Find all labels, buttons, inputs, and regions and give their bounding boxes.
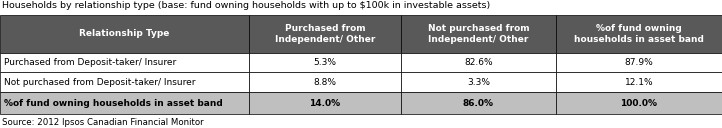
Text: 82.6%: 82.6% (464, 58, 492, 67)
Bar (0, 53, 249, 72)
Bar (0, 72, 249, 92)
Bar (0, 15, 249, 53)
Text: %of fund owning
households in asset band: %of fund owning households in asset band (574, 24, 704, 44)
Bar (556, 15, 722, 53)
Text: 100.0%: 100.0% (620, 99, 658, 108)
Bar (401, 53, 556, 72)
Text: 8.8%: 8.8% (313, 78, 336, 87)
Text: Purchased from
Independent/ Other: Purchased from Independent/ Other (274, 24, 375, 44)
Text: 86.0%: 86.0% (463, 99, 494, 108)
Bar (556, 72, 722, 92)
Bar (401, 72, 556, 92)
Text: Not purchased from
Independent/ Other: Not purchased from Independent/ Other (427, 24, 529, 44)
Bar (0, 92, 249, 114)
Text: Purchased from Deposit-taker/ Insurer: Purchased from Deposit-taker/ Insurer (4, 58, 176, 67)
Text: Relationship Type: Relationship Type (79, 29, 170, 38)
Bar (249, 53, 401, 72)
Bar (556, 92, 722, 114)
Bar (556, 53, 722, 72)
Text: 12.1%: 12.1% (625, 78, 653, 87)
Text: %of fund owning households in asset band: %of fund owning households in asset band (4, 99, 223, 108)
Bar (249, 72, 401, 92)
Text: 3.3%: 3.3% (467, 78, 490, 87)
Text: Source: 2012 Ipsos Canadian Financial Monitor: Source: 2012 Ipsos Canadian Financial Mo… (2, 118, 204, 127)
Text: 5.3%: 5.3% (313, 58, 336, 67)
Text: 87.9%: 87.9% (625, 58, 653, 67)
Text: Not purchased from Deposit-taker/ Insurer: Not purchased from Deposit-taker/ Insure… (4, 78, 196, 87)
Text: Households by relationship type (base: fund owning households with up to $100k i: Households by relationship type (base: f… (2, 1, 490, 10)
Text: 14.0%: 14.0% (309, 99, 341, 108)
Bar (401, 92, 556, 114)
Bar (401, 15, 556, 53)
Bar (249, 92, 401, 114)
Bar (249, 15, 401, 53)
